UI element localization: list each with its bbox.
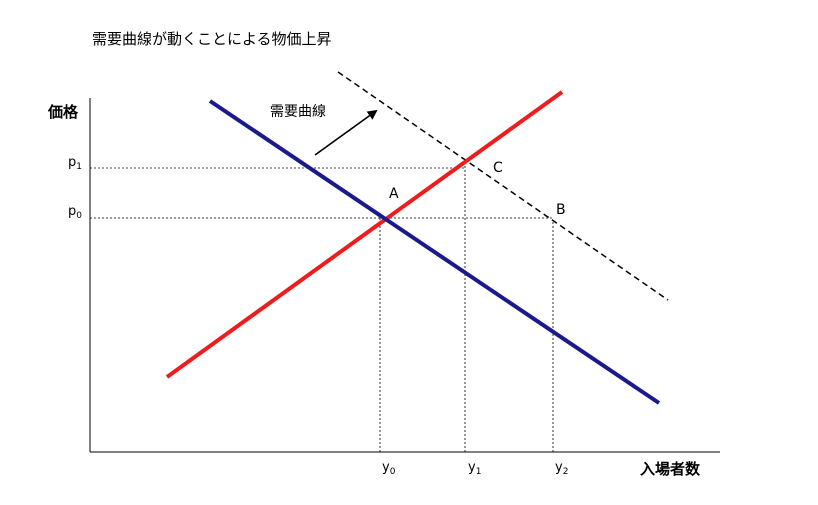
diagram-title: 需要曲線が動くことによる物価上昇 (92, 30, 332, 48)
tick-p1: p1 (68, 155, 82, 172)
demand-curve (208, 99, 661, 405)
tick-y2: y2 (555, 460, 568, 477)
tick-y0: y0 (382, 460, 396, 477)
point-c-label: C (493, 160, 503, 176)
point-b-label: B (556, 202, 566, 218)
tick-p0-base: p (68, 204, 76, 219)
tick-p1-base: p (68, 155, 76, 170)
shifted-demand-curve (337, 71, 669, 301)
tick-y1-sub: 1 (476, 467, 482, 477)
curve-label: 需要曲線 (270, 104, 326, 120)
tick-y0-sub: 0 (390, 467, 396, 477)
tick-y1-base: y (468, 460, 476, 475)
tick-p1-sub: 1 (76, 162, 82, 172)
supply-curve (165, 90, 564, 379)
shift-arrow (314, 109, 378, 156)
tick-p0: p0 (68, 204, 82, 221)
tick-y2-sub: 2 (563, 467, 569, 477)
point-a-label: A (389, 186, 399, 202)
y-axis-label: 価格 (47, 103, 79, 121)
tick-y0-base: y (382, 460, 390, 475)
tick-p0-sub: 0 (76, 211, 82, 221)
tick-y1: y1 (468, 460, 481, 477)
tick-y2-base: y (555, 460, 563, 475)
x-axis-label: 入場者数 (640, 460, 701, 478)
